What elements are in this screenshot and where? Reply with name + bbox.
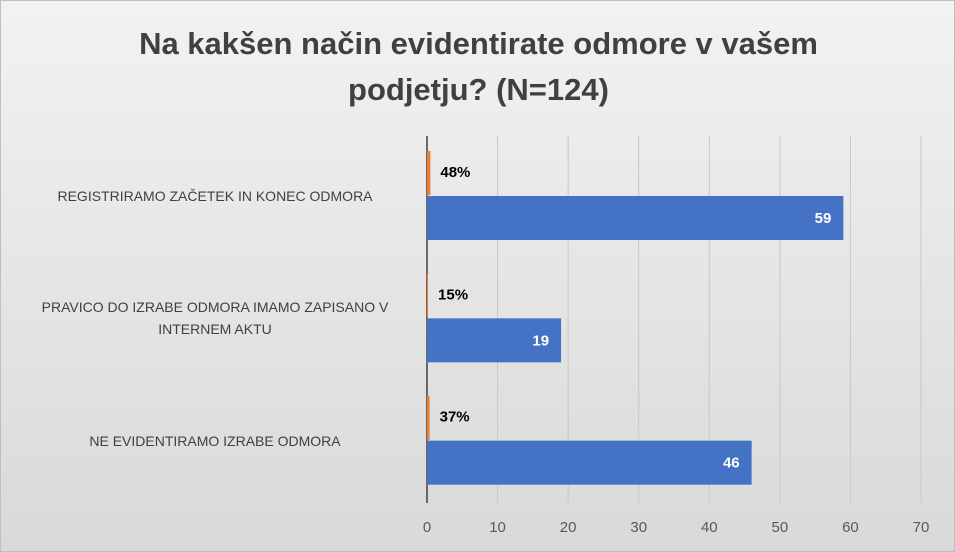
value-label: 48% — [440, 164, 470, 181]
x-tick-label: 60 — [842, 519, 859, 536]
bar — [427, 196, 844, 240]
value-label: 59 — [815, 210, 832, 227]
x-tick-label: 30 — [630, 519, 647, 536]
x-tick-label: 20 — [560, 519, 577, 536]
x-tick-label: 40 — [701, 519, 718, 536]
value-label: 46 — [723, 455, 740, 472]
x-tick-label: 50 — [772, 519, 789, 536]
value-label: 37% — [440, 409, 470, 426]
bar — [427, 318, 562, 363]
y-tick-label: NE EVIDENTIRAMO IZRABE ODMORA — [89, 432, 341, 449]
value-label: 19 — [532, 332, 549, 349]
x-tick-label: 10 — [489, 519, 506, 536]
bar — [427, 395, 430, 440]
bar — [427, 440, 752, 485]
x-tick-label: 70 — [913, 519, 930, 536]
bar — [427, 273, 429, 318]
x-tick-label: 0 — [423, 519, 431, 536]
bar — [427, 151, 431, 195]
value-label: 15% — [438, 286, 468, 303]
y-tick-label: REGISTRIRAMO ZAČETEK IN KONEC ODMORA — [57, 188, 373, 204]
chart-title: Na kakšen način evidentirate odmore v va… — [139, 26, 818, 107]
y-tick-label: PRAVICO DO IZRABE ODMORA IMAMO ZAPISANO … — [41, 299, 389, 338]
